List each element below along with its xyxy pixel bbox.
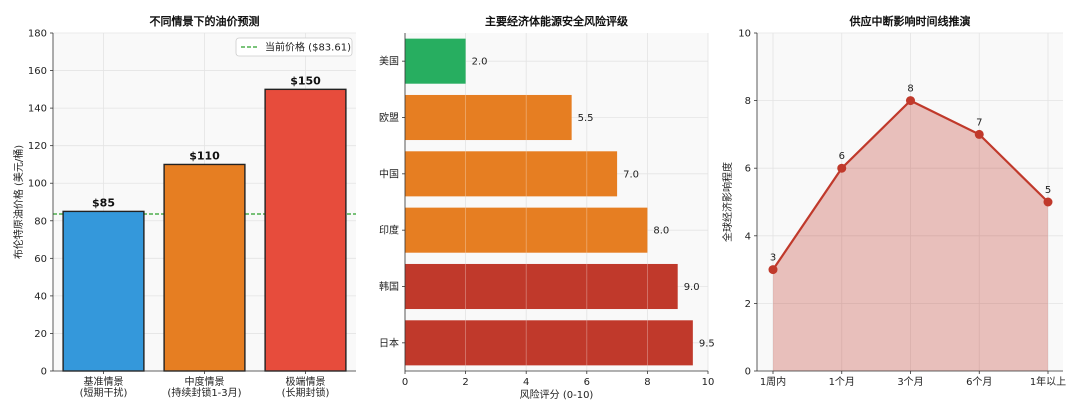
- legend-box: [235, 37, 353, 57]
- y-tick-label: 4: [745, 231, 751, 242]
- bar: [62, 210, 145, 372]
- data-point: [837, 163, 847, 173]
- y-tick-label: 欧盟: [379, 112, 399, 124]
- data-label: $110: [189, 149, 220, 162]
- x-tick-label: 0: [402, 377, 408, 388]
- series: 3 6 8 7 5: [768, 84, 1053, 371]
- data-label: 5: [1045, 185, 1051, 196]
- y-tick-label: 中国: [379, 167, 399, 180]
- y-tick-label: 韩国: [379, 280, 399, 293]
- x-tick-label: 基准情景(短期干扰): [80, 375, 128, 399]
- x-axis-label: 风险评分 (0-10): [520, 388, 594, 401]
- oil-price-chart: $85 $110 $150 基准情景(短期干扰) 中度情景(持续封锁1-3月) 极端情景…: [12, 14, 356, 399]
- data-label: 6: [839, 151, 845, 162]
- y-axis-label: 全球经济影响程度: [721, 162, 734, 242]
- chart-title: 供应中断影响时间线推演: [849, 14, 971, 28]
- x-tick-label: 1个月: [829, 376, 855, 388]
- data-label: $150: [290, 74, 321, 87]
- y-tick-label: 印度: [379, 224, 399, 237]
- x-tick-label: 3个月: [897, 376, 923, 388]
- y-tick-label: 120: [28, 141, 47, 152]
- data-point: [974, 129, 984, 139]
- data-label: $85: [92, 196, 115, 209]
- x-tick-label: 中度情景(持续封锁1-3月): [167, 375, 241, 399]
- bar: [405, 38, 466, 84]
- x-tick-label: 1周内: [760, 375, 786, 388]
- y-tick-label: 美国: [379, 55, 399, 68]
- bar: [405, 94, 572, 141]
- impact-timeline-chart: 3 6 8 7 5 1周内 1个月 3个月 6个月 1年以上 0 2 4 6 8 10 供应中断影响时间线推…: [721, 14, 1066, 388]
- y-tick-label: 80: [34, 216, 47, 227]
- axes: 基准情景(短期干扰) 中度情景(持续封锁1-3月) 极端情景(长期封锁) 0 20 40 6…: [28, 29, 356, 399]
- y-tick-label: 160: [28, 66, 47, 77]
- y-tick-label: 0: [745, 367, 751, 378]
- y-tick-label: 60: [34, 254, 47, 265]
- y-tick-label: 8: [745, 96, 751, 107]
- data-label: 5.5: [578, 113, 594, 124]
- y-tick-label: 40: [34, 291, 47, 302]
- data-label: 8.0: [653, 226, 669, 237]
- y-tick-label: 日本: [379, 336, 399, 349]
- data-point: [768, 265, 778, 275]
- data-label: 7: [976, 117, 982, 128]
- y-tick-label: 180: [28, 29, 47, 40]
- bar: [405, 263, 678, 310]
- plot-background: [757, 33, 1063, 371]
- x-tick-label: 4: [523, 377, 529, 388]
- x-tick-label: 2: [462, 377, 468, 388]
- x-tick-label: 极端情景(长期封锁): [282, 375, 330, 399]
- x-tick-label: 6: [584, 377, 590, 388]
- data-label: 9.5: [699, 338, 715, 349]
- y-tick-label: 0: [41, 367, 47, 378]
- x-tick-label: 8: [644, 377, 650, 388]
- bar: [405, 151, 618, 197]
- legend: 当前价格 ($83.61): [235, 37, 353, 57]
- chart-title: 不同情景下的油价预测: [150, 14, 260, 28]
- bar: [405, 207, 648, 253]
- y-axis-label: 布伦特原油价格 (美元/桶): [12, 145, 25, 259]
- y-tick-label: 6: [745, 164, 751, 175]
- data-label: 2.0: [472, 57, 488, 68]
- data-point: [906, 96, 915, 106]
- plot-background: [405, 33, 708, 371]
- x-tick-label: 1年以上: [1030, 375, 1066, 388]
- data-point: [1043, 197, 1053, 207]
- y-tick-label: 10: [738, 29, 751, 40]
- bar: [163, 163, 246, 372]
- y-tick-label: 20: [34, 329, 47, 340]
- data-label: 9.0: [684, 282, 700, 293]
- axes: 1周内 1个月 3个月 6个月 1年以上 0 2 4 6 8 10: [738, 29, 1066, 389]
- y-tick-label: 100: [28, 179, 47, 190]
- y-tick-label: 140: [28, 104, 47, 115]
- chart-title: 主要经济体能源安全风险评级: [485, 14, 629, 28]
- data-label: 3: [770, 253, 776, 264]
- bar: [264, 88, 347, 372]
- x-tick-label: 6个月: [966, 376, 992, 388]
- data-label: 7.0: [623, 169, 639, 180]
- y-tick-label: 2: [745, 299, 751, 310]
- bar: [405, 320, 693, 366]
- x-tick-label: 10: [702, 377, 715, 388]
- data-label: 8: [907, 84, 913, 95]
- bars: $85 $110 $150: [62, 74, 347, 372]
- bars: 2.0 5.5 7.0 8.0 9.0 9.5: [405, 38, 715, 366]
- legend-label: 当前价格 ($83.61): [265, 41, 351, 54]
